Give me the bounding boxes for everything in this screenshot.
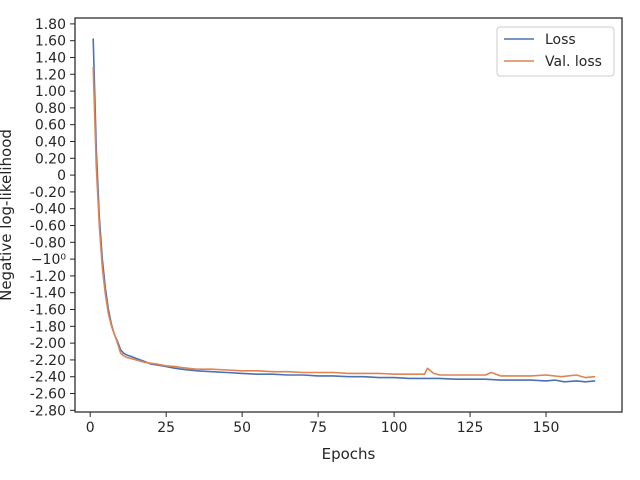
y-tick-label: -0.80 (30, 235, 66, 251)
legend-label-1: Val. loss (545, 54, 602, 70)
y-tick-label: -1.20 (30, 269, 66, 285)
y-tick-label: -2.20 (30, 353, 66, 369)
y-tick-label: 0 (57, 168, 66, 184)
legend: Loss Val. loss (496, 26, 615, 77)
x-tick-label: 50 (233, 420, 251, 436)
y-tick-label: 0.60 (35, 118, 66, 134)
x-axis: 0 25 50 75 100 125 150 (86, 412, 560, 436)
y-tick-label: -0.20 (30, 185, 66, 201)
y-tick-label: -0.60 (30, 219, 66, 235)
x-tick-label: 150 (533, 420, 560, 436)
y-tick-label: -2.60 (30, 387, 66, 403)
legend-label-0: Loss (545, 32, 576, 48)
y-tick-label: 0.80 (35, 101, 66, 117)
y-tick-label: -1.40 (30, 286, 66, 302)
y-tick-label: -2.80 (30, 403, 66, 419)
y-tick-label: 1.20 (35, 67, 66, 83)
plot-area (74, 17, 623, 413)
y-axis: 1.801.601.401.201.000.800.600.400.200-0.… (30, 17, 75, 419)
y-tick-label: 0.20 (35, 151, 66, 167)
y-tick-label: −10⁰ (31, 252, 67, 268)
y-tick-label: -1.80 (30, 319, 66, 335)
y-tick-label: 1.80 (35, 17, 66, 33)
y-tick-label: 1.40 (35, 50, 66, 66)
series-line-1 (92, 66, 596, 379)
y-tick-label: 1.00 (35, 84, 66, 100)
y-tick-label: -2.40 (30, 370, 66, 386)
y-tick-label: -2.00 (30, 336, 66, 352)
x-tick-label: 0 (86, 420, 95, 436)
series-layer (92, 38, 596, 383)
plot-frame (74, 17, 623, 413)
y-axis-label: Negative log-likelihood (0, 129, 15, 301)
y-tick-label: 0.40 (35, 134, 66, 150)
x-tick-label: 25 (157, 420, 175, 436)
y-tick-label: -1.60 (30, 303, 66, 319)
y-tick-label: -0.40 (30, 202, 66, 218)
y-tick-label: 1.60 (35, 34, 66, 50)
x-tick-label: 125 (457, 420, 484, 436)
x-tick-label: 75 (309, 420, 327, 436)
x-tick-label: 100 (381, 420, 408, 436)
x-axis-label: Epochs (322, 445, 376, 463)
